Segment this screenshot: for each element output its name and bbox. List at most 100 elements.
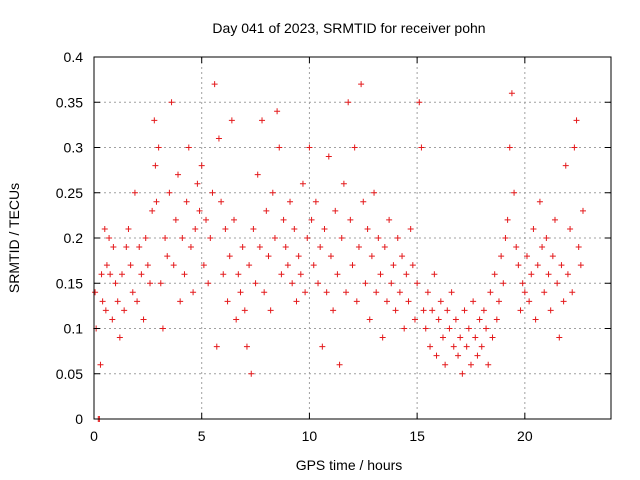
data-point: [203, 216, 210, 223]
data-point: [547, 307, 554, 314]
data-point: [220, 271, 227, 278]
data-point: [528, 271, 535, 278]
data-point: [506, 144, 513, 151]
data-point: [310, 262, 317, 269]
data-point: [362, 280, 369, 287]
data-point: [237, 289, 244, 296]
data-point: [265, 253, 272, 260]
data-point: [138, 271, 145, 278]
data-point: [444, 307, 451, 314]
data-point: [147, 280, 154, 287]
data-point: [198, 162, 205, 169]
data-point: [569, 289, 576, 296]
data-point: [493, 316, 500, 323]
data-point: [205, 280, 212, 287]
data-points: [92, 81, 586, 422]
data-point: [521, 289, 528, 296]
data-point: [483, 325, 490, 332]
data-point: [287, 198, 294, 205]
data-point: [123, 244, 130, 251]
data-point: [280, 216, 287, 223]
data-point: [340, 180, 347, 187]
data-point: [211, 81, 218, 88]
data-point: [295, 253, 302, 260]
data-point: [98, 271, 105, 278]
data-point: [573, 117, 580, 124]
x-tick-label: 20: [517, 428, 533, 444]
grid-layer: [94, 57, 611, 419]
data-point: [575, 244, 582, 251]
data-point: [179, 235, 186, 241]
data-point: [403, 271, 410, 278]
data-point: [226, 253, 233, 260]
data-point: [418, 144, 425, 151]
data-point: [474, 352, 481, 359]
data-point: [239, 244, 246, 251]
data-point: [152, 162, 159, 169]
data-point: [409, 262, 416, 269]
data-point: [274, 108, 281, 115]
data-point: [228, 117, 235, 124]
data-point: [319, 343, 326, 350]
data-point: [491, 271, 498, 278]
data-point: [543, 235, 550, 241]
x-tick-label: 15: [409, 428, 425, 444]
data-point: [448, 289, 455, 296]
data-point: [256, 244, 263, 251]
data-point: [343, 289, 350, 296]
data-point: [459, 370, 466, 377]
y-tick-label: 0: [75, 411, 83, 427]
data-point: [183, 198, 190, 205]
data-point: [368, 253, 375, 260]
y-tick-label: 0.35: [56, 94, 83, 110]
data-point: [308, 216, 315, 223]
y-tick-label: 0.25: [56, 185, 83, 201]
data-point: [252, 280, 259, 287]
data-point: [103, 262, 110, 269]
data-point: [513, 244, 520, 251]
data-point: [144, 262, 151, 269]
data-point: [297, 271, 304, 278]
data-point: [155, 144, 162, 151]
data-point: [159, 325, 166, 332]
data-point: [222, 225, 229, 232]
data-point: [151, 117, 158, 124]
data-point: [399, 253, 406, 260]
data-point: [500, 280, 507, 287]
data-point: [373, 289, 380, 296]
data-point: [306, 144, 313, 151]
data-point: [489, 334, 496, 341]
data-point: [353, 298, 360, 305]
data-point: [388, 280, 395, 287]
x-tick-label: 5: [198, 428, 206, 444]
data-point: [431, 271, 438, 278]
data-point: [351, 144, 358, 151]
data-point: [452, 316, 459, 323]
data-point: [302, 289, 309, 296]
data-point: [192, 225, 199, 232]
data-point: [541, 289, 548, 296]
data-point: [551, 216, 558, 223]
data-point: [405, 298, 412, 305]
data-point: [508, 90, 515, 97]
data-point: [119, 271, 126, 278]
data-point: [567, 225, 574, 232]
data-point: [194, 180, 201, 187]
data-point: [411, 316, 418, 323]
data-point: [442, 361, 449, 368]
data-point: [435, 316, 442, 323]
data-point: [392, 307, 399, 314]
data-point: [450, 343, 457, 350]
data-point: [360, 198, 367, 205]
data-point: [375, 235, 382, 241]
data-point: [129, 289, 136, 296]
y-tick-label: 0.15: [56, 275, 83, 291]
data-point: [125, 225, 132, 232]
data-point: [284, 262, 291, 269]
data-point: [433, 352, 440, 359]
data-point: [207, 235, 214, 241]
data-point: [140, 316, 147, 323]
y-tick-label: 0.2: [64, 230, 84, 246]
data-point: [371, 189, 378, 196]
